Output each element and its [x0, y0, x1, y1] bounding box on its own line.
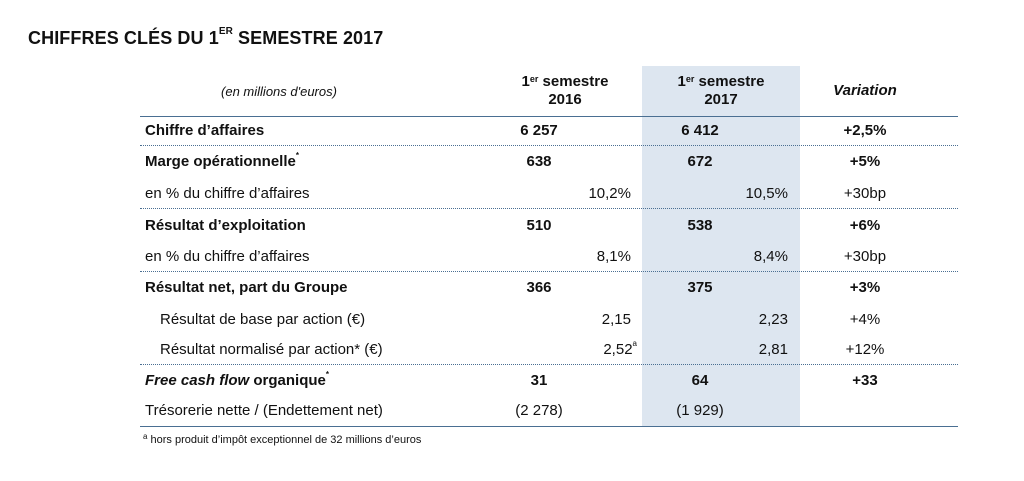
row-label: Free cash flow organique* [145, 370, 329, 389]
value-variation: +33 [852, 372, 878, 389]
value-2017: 10,5% [745, 185, 788, 202]
value-variation: +5% [849, 153, 881, 170]
value-variation: +3% [849, 279, 881, 296]
value-variation: +6% [849, 217, 881, 234]
value-2016: 6 257 [520, 122, 558, 139]
value-2016: 8,1% [596, 248, 631, 265]
value-2016: 2,15 [601, 311, 631, 328]
row-label: Résultat de base par action (€) [160, 311, 366, 328]
value-2016: 638 [526, 153, 552, 170]
value-2016: 510 [526, 217, 552, 234]
table-rule [140, 116, 958, 117]
column-header-2016: 1er semestre 2016 [521, 73, 609, 108]
value-2017: 64 [691, 372, 709, 389]
value-2016: (2 278) [515, 402, 563, 419]
value-2017: 672 [687, 153, 713, 170]
value-variation: +12% [845, 341, 885, 358]
row-label: en % du chiffre d’affaires [145, 185, 310, 202]
value-2017: 8,4% [753, 248, 788, 265]
value-variation: +4% [849, 311, 881, 328]
value-variation: +30bp [843, 185, 887, 202]
value-2016: 10,2% [588, 185, 631, 202]
row-label: en % du chiffre d’affaires [145, 248, 310, 265]
row-label: Résultat d’exploitation [145, 217, 306, 234]
row-label: Résultat normalisé par action* (€) [160, 341, 383, 358]
table-rule [140, 271, 958, 272]
value-2017: 6 412 [681, 122, 719, 139]
value-variation: +2,5% [843, 122, 887, 139]
value-2017: (1 929) [676, 402, 724, 419]
value-2016: 366 [526, 279, 552, 296]
value-2017: 538 [687, 217, 713, 234]
value-2017: 375 [687, 279, 713, 296]
row-label: Chiffre d’affaires [145, 122, 265, 139]
column-header-2017: 1er semestre 2017 [677, 73, 765, 108]
row-label: Résultat net, part du Groupe [145, 279, 348, 296]
footnote: a hors produit d’impôt exceptionnel de 3… [143, 432, 422, 446]
table-rule [140, 145, 958, 146]
value-2016: 31 [530, 372, 548, 389]
page-title: CHIFFRES CLÉS DU 1ER SEMESTRE 2017 [28, 26, 384, 48]
table-rule [140, 208, 958, 209]
value-variation: +30bp [843, 248, 887, 265]
row-label: Marge opérationnelle* [145, 151, 299, 170]
value-2017: 2,81 [758, 341, 788, 358]
value-2017: 2,23 [758, 311, 788, 328]
table-rule [140, 364, 958, 365]
column-2017-highlight [642, 66, 800, 427]
value-2016: 2,52a [603, 339, 637, 358]
units-label: (en millions d'euros) [221, 84, 337, 99]
column-header-variation: Variation [833, 82, 897, 99]
table-rule [140, 426, 958, 427]
row-label: Trésorerie nette / (Endettement net) [145, 402, 383, 419]
